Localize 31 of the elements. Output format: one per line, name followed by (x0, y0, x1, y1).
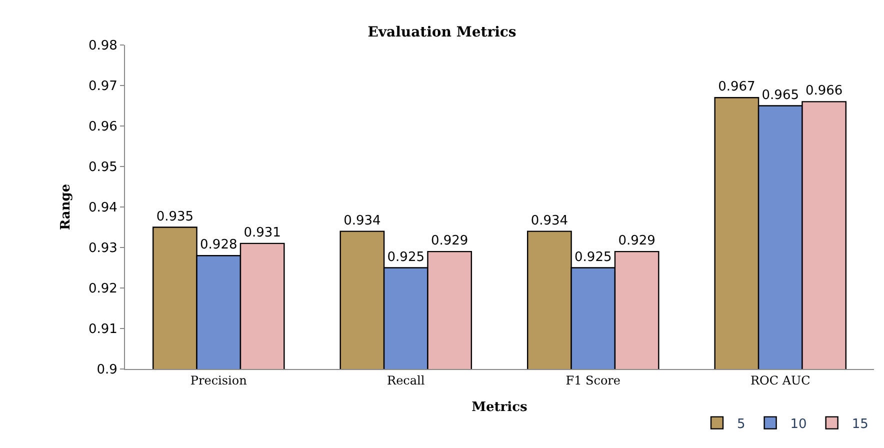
data-label: 0.966 (805, 84, 843, 99)
data-label: 0.967 (718, 80, 756, 95)
y-tick-label: 0.95 (88, 160, 118, 176)
y-tick-label: 0.97 (88, 79, 118, 94)
y-tick-label: 0.92 (88, 282, 118, 297)
y-tick-label: 0.9 (96, 362, 118, 378)
data-label: 0.934 (530, 213, 568, 228)
data-label: 0.925 (574, 250, 612, 265)
data-label: 0.965 (762, 88, 799, 103)
legend-label: 5 (737, 416, 746, 432)
x-tick-label: F1 Score (566, 373, 621, 388)
x-tick-label: Precision (190, 373, 248, 388)
legend-label: 10 (790, 416, 807, 432)
y-tick-label: 0.91 (88, 322, 118, 338)
y-tick-label: 0.93 (88, 241, 118, 256)
data-label: 0.934 (344, 213, 381, 228)
data-label: 0.935 (156, 209, 194, 224)
x-tick-label: Recall (387, 373, 425, 388)
y-tick-label: 0.94 (88, 200, 118, 216)
data-label: 0.929 (430, 234, 468, 249)
y-axis-title: Range (58, 184, 74, 230)
x-axis-title: Metrics (472, 400, 528, 415)
x-tick-label: ROC AUC (750, 373, 810, 388)
legend-label: 15 (852, 416, 868, 432)
data-label: 0.931 (244, 225, 281, 240)
y-tick-label: 0.96 (88, 120, 118, 135)
data-label: 0.929 (618, 234, 656, 249)
chart-title: Evaluation Metrics (368, 24, 516, 41)
data-label: 0.928 (200, 238, 238, 253)
data-label: 0.925 (387, 250, 424, 265)
y-tick-label: 0.98 (88, 38, 118, 54)
